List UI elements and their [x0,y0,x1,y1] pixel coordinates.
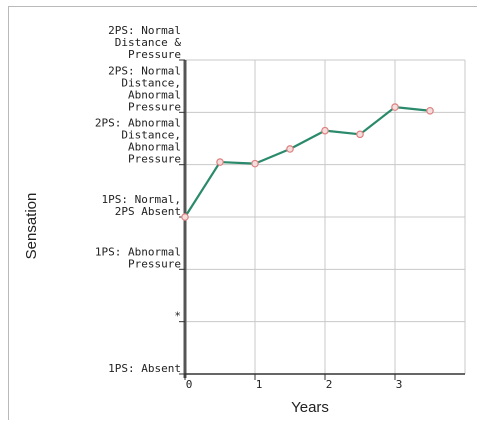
y-tick-label: 2PS: Normal Distance & Pressure [108,24,181,61]
y-tick-label: 2PS: Abnormal Distance, Abnormal Pressure [95,117,181,166]
y-tick-label: 1PS: Abnormal Pressure [95,245,181,270]
x-tick-label: 0 [186,378,193,391]
y-tick-label: 2PS: Normal Distance, Abnormal Pressure [108,64,181,113]
x-tick-label: 3 [396,378,403,391]
series-line [184,105,431,218]
x-tick-label: 2 [326,378,333,391]
y-tick-label: * [174,310,181,323]
y-tick-labels: 1PS: Absent * 1PS: Abnormal Pressure 1PS: No… [95,24,185,375]
series-layer [181,103,434,221]
data-point [356,130,364,139]
x-tick-labels: 0 1 2 3 [184,374,403,391]
data-point [216,158,224,166]
data-point [391,103,399,111]
x-tick-label: 1 [256,378,263,391]
data-point [181,213,189,221]
y-tick-label: 1PS: Normal, 2PS Absent [102,193,181,218]
data-point [321,126,329,135]
data-point [251,159,259,168]
data-point [426,106,434,115]
data-point [286,145,294,153]
chart-frame [8,6,477,420]
x-axis-title: Years [291,399,329,416]
y-axis-title: Sensation [23,193,40,260]
y-tick-label: 1PS: Absent [108,362,181,375]
grid-lines [185,59,466,374]
